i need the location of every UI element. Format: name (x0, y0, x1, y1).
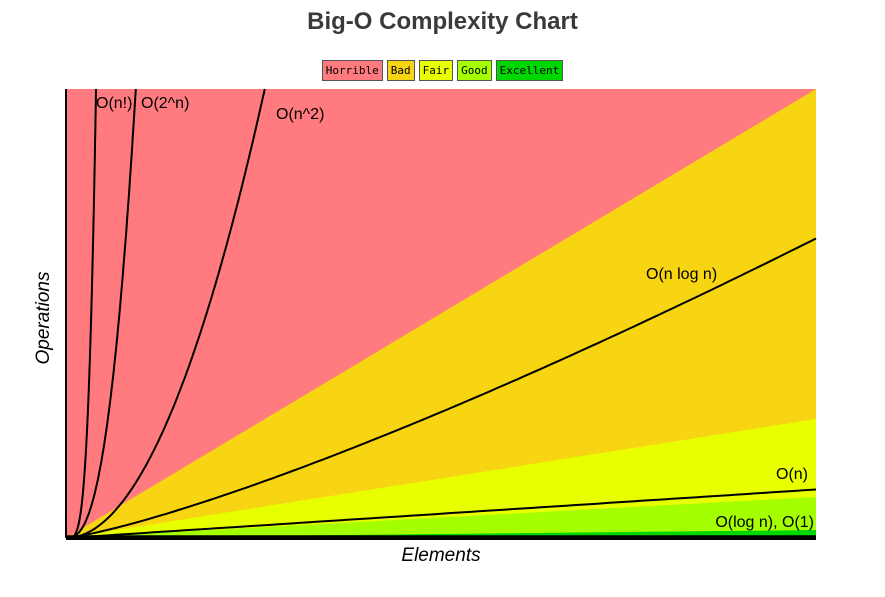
curve-square (66, 88, 266, 539)
label-exp2: O(2^n) (141, 95, 189, 112)
legend-item-excellent: Excellent (495, 60, 564, 81)
legend-item-bad: Bad (386, 60, 415, 81)
axes (65, 89, 816, 540)
y-axis-title: Operations (33, 271, 54, 365)
region-good (66, 497, 816, 538)
label-linear: O(n) (776, 466, 808, 483)
legend: Horrible Bad Fair Good Excellent (0, 60, 885, 81)
label-nlogn: O(n log n) (646, 266, 717, 283)
label-factorial: O(n!) (96, 95, 132, 112)
curve-exp2 (66, 88, 137, 539)
legend-item-fair: Fair (418, 60, 454, 81)
chart-title: Big-O Complexity Chart (307, 8, 578, 35)
curve-linear (65, 488, 817, 539)
region-bad (66, 89, 816, 538)
legend-item-good: Good (457, 60, 492, 81)
complexity-regions (66, 89, 816, 538)
curve-labels: O(n!) O(2^n) O(n^2) O(n log n) O(n) O(log n),… (96, 95, 814, 531)
label-const: O(log n), O(1) (715, 514, 814, 531)
label-square: O(n^2) (276, 106, 324, 123)
curve-nlogn (65, 237, 817, 539)
x-axis-title: Elements (401, 545, 481, 566)
legend-item-horrible: Horrible (321, 60, 383, 81)
